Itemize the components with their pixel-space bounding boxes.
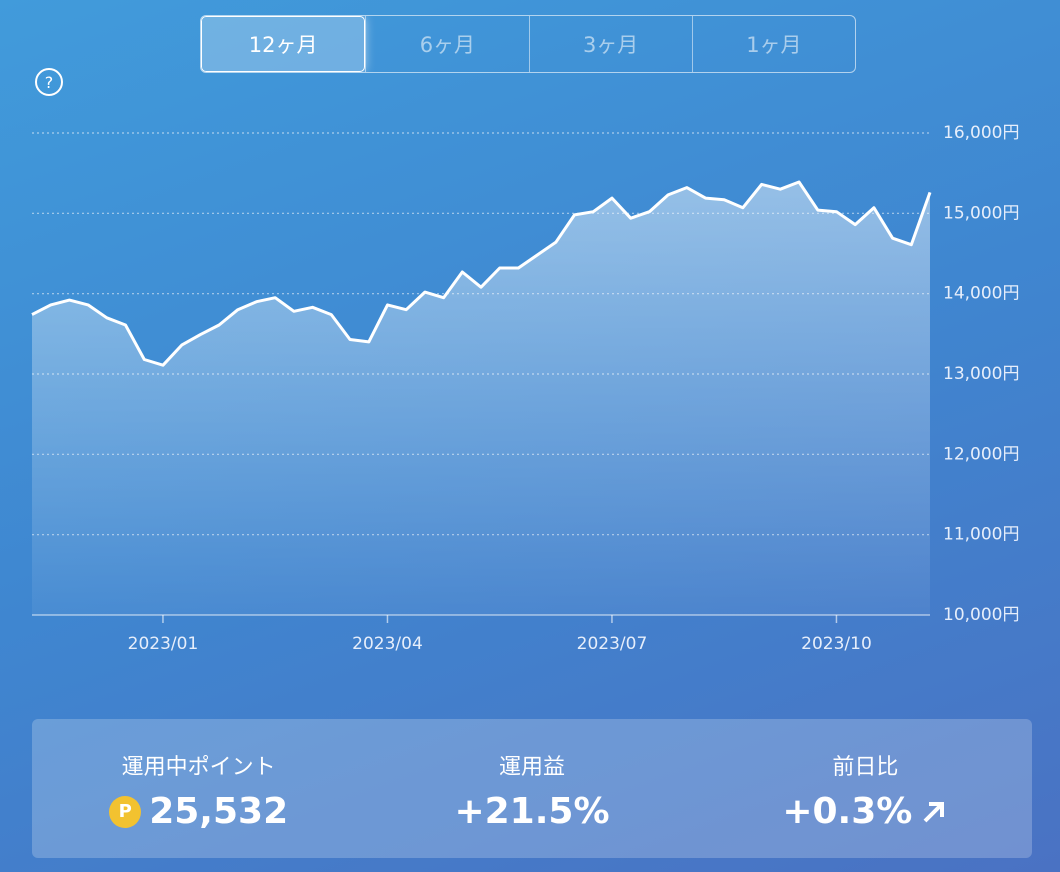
x-tick-label: 2023/01 [128,634,199,654]
x-tick-label: 2023/04 [352,634,423,654]
up-arrow-icon [923,801,945,822]
summary-label: 前日比 [832,755,899,780]
summary-value: +0.3% [782,791,913,832]
y-tick-label: 13,000円 [943,364,1019,384]
line [31,180,932,367]
y-tick-label: 14,000円 [943,284,1019,304]
x-tick-label: 2023/10 [801,634,872,654]
point-coin: P [109,795,142,828]
summary-panel: 運用中ポイント P 25,532 運用益 +21.5% 前日比 +0.3% [32,719,1032,858]
y-tick-label: 11,000円 [943,525,1019,545]
period-tab[interactable]: 12ヶ月 [201,16,366,72]
period-tab[interactable]: 1ヶ月 [691,16,855,72]
chart: 10,000円 11,000円 12,000円 13,000円 14,000円 15,00… [31,123,1019,654]
y-tick-label: 16,000円 [943,123,1019,143]
y-tick-label: 10,000円 [943,605,1019,625]
help-icon[interactable]: ? [35,68,63,96]
period-tab[interactable]: 6ヶ月 [365,16,528,72]
area [32,182,930,615]
summary-item: 前日比 +0.3% [699,719,1032,858]
summary-value-row: P 25,532 [109,791,288,832]
summary-label: 運用中ポイント [121,755,276,780]
summary-label: 運用益 [498,755,565,780]
x-tick-label: 2023/07 [577,634,648,654]
summary-value: +21.5% [454,791,610,832]
period-tab[interactable]: 3ヶ月 [528,16,692,72]
summary-value: 25,532 [149,791,289,832]
y-tick-label: 15,000円 [943,203,1019,223]
period-tabs: 12ヶ月 6ヶ月 3ヶ月 1ヶ月 [200,15,856,73]
summary-item: 運用益 +21.5% [365,719,698,858]
summary-value-row: +0.3% [782,791,948,832]
y-tick-label: 12,000円 [943,444,1019,464]
summary-item: 運用中ポイント P 25,532 [32,719,365,858]
